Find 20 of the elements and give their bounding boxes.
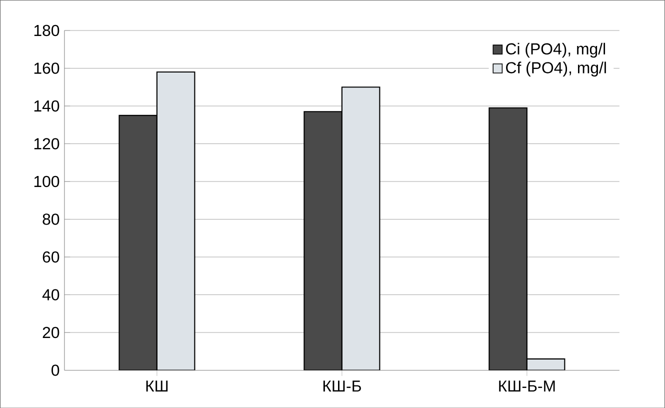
- legend-label: Ci (PO4), mg/l: [506, 42, 606, 58]
- y-tick-label: 0: [52, 364, 60, 376]
- y-tick-label: 120: [34, 138, 60, 150]
- legend-label: Cf (PO4), mg/l: [506, 62, 606, 76]
- y-tick-label: 180: [34, 24, 60, 36]
- bar: [156, 71, 196, 370]
- bar: [341, 86, 380, 370]
- x-tick-label: КШ: [146, 380, 168, 392]
- y-tick-label: 160: [34, 62, 60, 74]
- bar: [488, 107, 528, 370]
- x-tick-label: КШ-Б-М: [499, 380, 555, 392]
- y-tick-label: 60: [42, 251, 60, 262]
- y-tick-label: 80: [42, 213, 60, 225]
- y-tick-label: 140: [34, 100, 60, 112]
- x-tick-label: КШ-Б: [323, 380, 361, 392]
- bar: [304, 110, 342, 370]
- y-tick-label: 20: [42, 326, 60, 338]
- y-tick-label: 100: [34, 176, 60, 187]
- bar: [118, 114, 158, 370]
- y-tick-label: 40: [42, 288, 60, 300]
